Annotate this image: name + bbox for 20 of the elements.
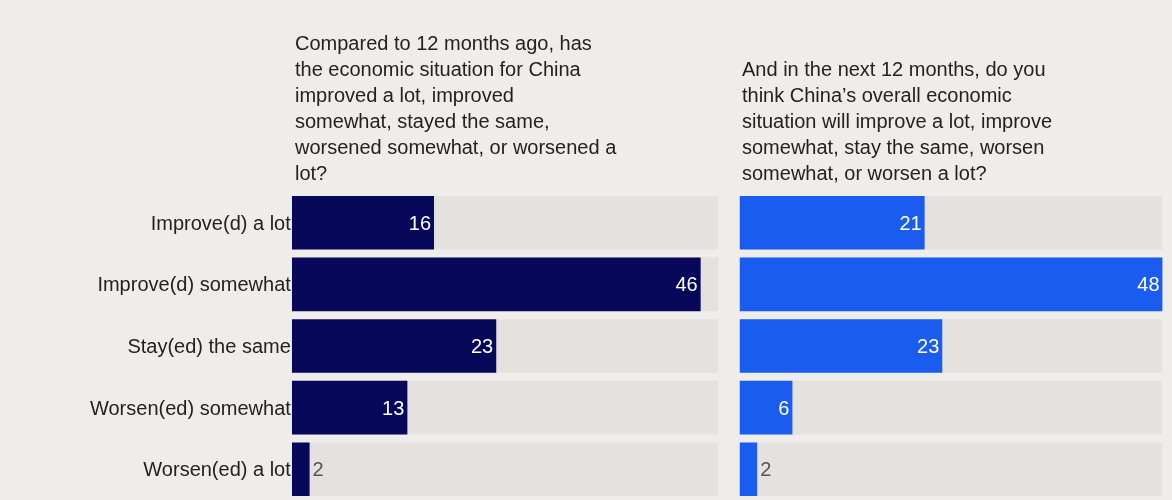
chart-title: And in the next 12 months, do you think China’s overall economic situation will improve a lot, improve somewhat, stay the same, worsen somewhat, or worsen a lot? [742,58,1053,184]
y-tick-label: Improve(d) somewhat [97,273,292,296]
data-label: 16 [408,211,432,234]
data-label: 13 [382,396,405,419]
chart-title: Compared to 12 months ago, has the economic situation for China improved a lot, improved somewhat, stayed the same, worsened somewhat, or worsened a lot? [294,32,618,184]
y-tick-label: Stay(ed) the same [127,335,291,357]
data-label: 6 [778,396,790,419]
data-label: 48 [1137,273,1160,296]
bar [291,442,310,496]
bar [739,442,758,496]
data-label: 23 [471,335,494,357]
data-label: 2 [760,458,772,481]
data-label: 21 [899,211,922,234]
data-label: 2 [312,458,324,481]
data-label: 23 [917,335,940,357]
y-tick-label: Worsen(ed) somewhat [90,396,292,419]
y-tick-label: Worsen(ed) a lot [143,458,292,481]
bar [739,380,793,435]
data-label: 46 [675,273,698,296]
y-tick-label: Improve(d) a lot [150,211,292,234]
